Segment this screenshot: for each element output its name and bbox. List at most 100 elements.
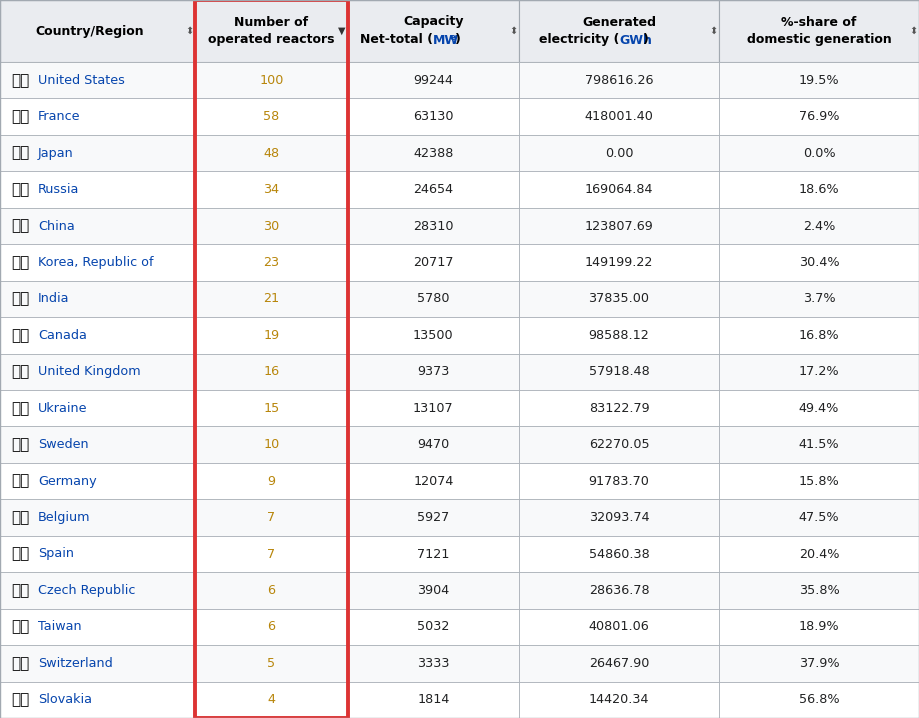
Text: 1814: 1814 [417,694,449,707]
Text: e: e [449,32,456,42]
Text: ⬍: ⬍ [709,26,717,36]
Text: 76.9%: 76.9% [799,110,839,123]
Text: 32093.74: 32093.74 [589,511,650,524]
Bar [195,208,347,244]
Text: 48: 48 [264,146,279,159]
Bar [719,281,919,317]
Text: 🇯🇵: 🇯🇵 [11,146,29,161]
Bar [195,281,347,317]
Bar [0,681,195,718]
Bar [195,172,347,208]
Text: 5780: 5780 [417,292,449,305]
Text: 169064.84: 169064.84 [584,183,653,196]
Bar [519,353,719,390]
Text: China: China [38,220,74,233]
Bar [347,0,519,62]
Text: 42388: 42388 [414,146,453,159]
Text: domestic generation: domestic generation [746,34,891,47]
Text: United Kingdom: United Kingdom [38,365,141,378]
Bar [0,463,195,499]
Bar [0,317,195,353]
Text: 13107: 13107 [413,402,454,415]
Text: Czech Republic: Czech Republic [38,584,135,597]
Bar [347,353,519,390]
Bar [0,390,195,426]
Text: 🇫🇷: 🇫🇷 [11,109,29,124]
Text: 37835.00: 37835.00 [588,292,650,305]
Bar [519,62,719,98]
Bar [195,317,347,353]
Bar [195,353,347,390]
Text: electricity (: electricity ( [539,34,619,47]
Bar [0,62,195,98]
Text: 9470: 9470 [417,438,449,451]
Text: 7: 7 [267,548,276,561]
Text: 18.6%: 18.6% [799,183,839,196]
Bar [195,244,347,281]
Text: 40801.06: 40801.06 [589,620,650,633]
Text: 19.5%: 19.5% [799,74,839,87]
Text: 123807.69: 123807.69 [584,220,653,233]
Text: 7: 7 [267,511,276,524]
Text: 6: 6 [267,620,276,633]
Bar [347,317,519,353]
Bar [347,281,519,317]
Bar [519,572,719,609]
Text: 24654: 24654 [414,183,453,196]
Text: 56.8%: 56.8% [799,694,839,707]
Text: 10: 10 [263,438,279,451]
Bar [347,536,519,572]
Bar [195,98,347,135]
Text: Korea, Republic of: Korea, Republic of [38,256,153,269]
Bar [719,317,919,353]
Bar [0,499,195,536]
Text: 🇧🇪: 🇧🇪 [11,510,29,525]
Text: 🇨🇦: 🇨🇦 [11,328,29,342]
Text: 18.9%: 18.9% [799,620,839,633]
Text: 30: 30 [263,220,279,233]
Bar [719,390,919,426]
Text: Sweden: Sweden [38,438,88,451]
Text: India: India [38,292,70,305]
Bar [519,463,719,499]
Text: ⬍: ⬍ [509,26,517,36]
Text: ): ) [643,34,649,47]
Text: 🇹🇼: 🇹🇼 [11,620,29,635]
Text: 798616.26: 798616.26 [584,74,653,87]
Bar [0,135,195,172]
Bar [347,426,519,463]
Text: 🇸🇰: 🇸🇰 [11,692,29,707]
Text: 🇰🇷: 🇰🇷 [11,255,29,270]
Bar [195,0,347,62]
Bar [347,572,519,609]
Bar [195,0,347,718]
Bar [195,645,347,681]
Text: ▼: ▼ [338,26,346,36]
Text: 16.8%: 16.8% [799,329,839,342]
Text: operated reactors: operated reactors [209,34,335,47]
Bar [519,609,719,645]
Bar [347,172,519,208]
Bar [519,426,719,463]
Bar [347,62,519,98]
Text: 🇸🇪: 🇸🇪 [11,437,29,452]
Text: ⬍: ⬍ [909,26,917,36]
Text: 13500: 13500 [413,329,454,342]
Text: 20717: 20717 [413,256,454,269]
Text: Belgium: Belgium [38,511,90,524]
Bar [719,353,919,390]
Text: 47.5%: 47.5% [799,511,839,524]
Text: 15.8%: 15.8% [799,475,839,488]
Text: 🇷🇺: 🇷🇺 [11,182,29,197]
Bar [195,390,347,426]
Text: 16: 16 [264,365,279,378]
Bar [719,536,919,572]
Bar [347,609,519,645]
Bar [519,244,719,281]
Bar [0,572,195,609]
Bar [719,172,919,208]
Bar [0,353,195,390]
Text: 🇮🇳: 🇮🇳 [11,292,29,307]
Text: 149199.22: 149199.22 [584,256,653,269]
Text: 26467.90: 26467.90 [589,657,649,670]
